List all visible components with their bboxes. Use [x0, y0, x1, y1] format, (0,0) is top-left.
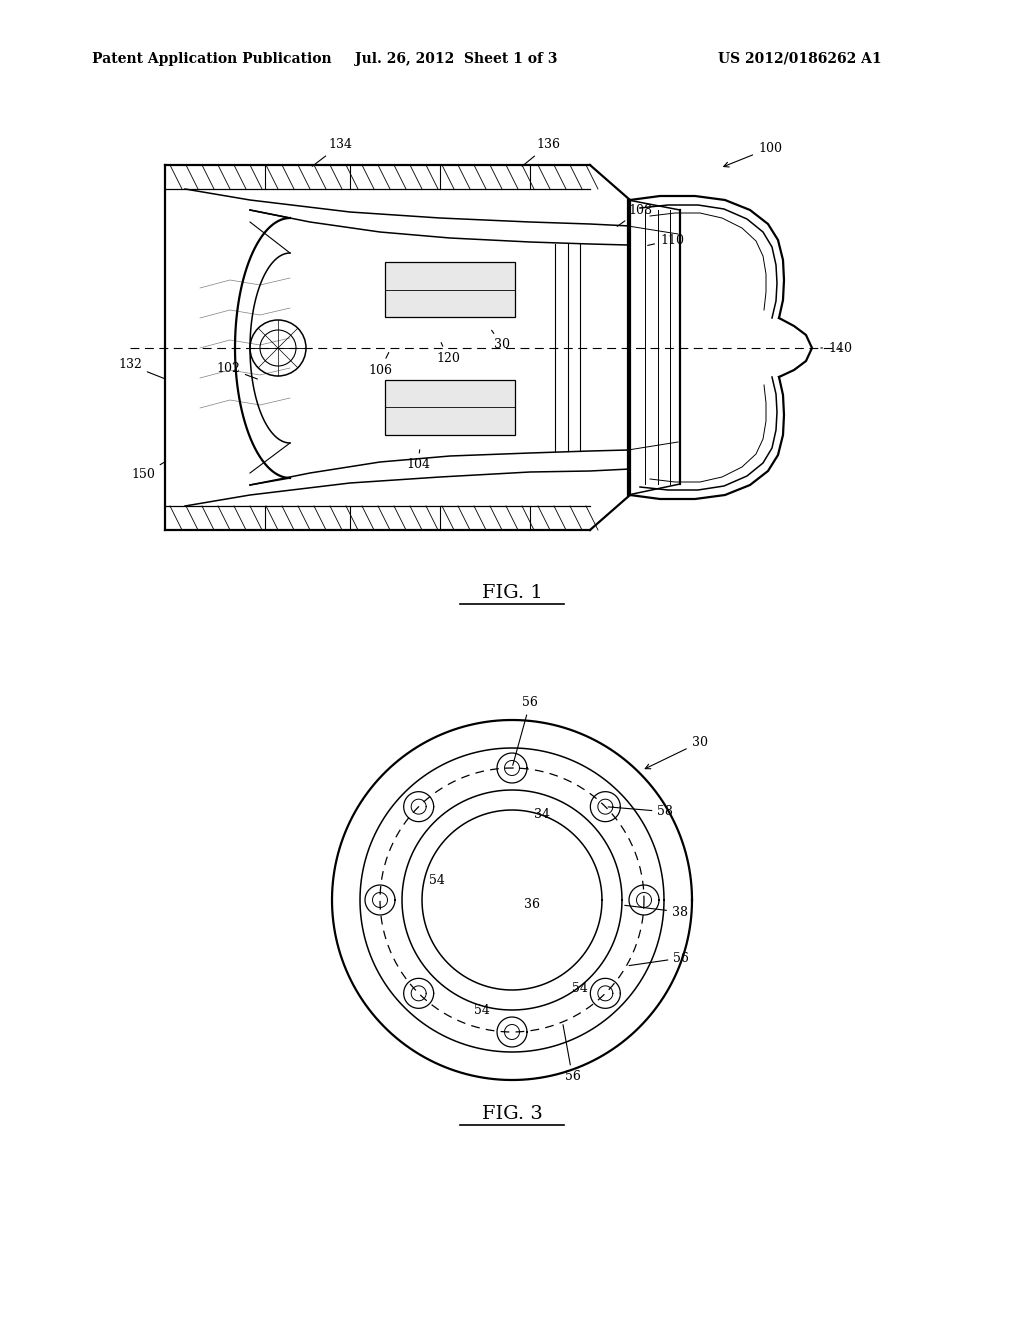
Text: 56: 56: [629, 952, 689, 966]
Text: FIG. 1: FIG. 1: [481, 583, 543, 602]
Text: 34: 34: [534, 808, 550, 821]
Text: 54: 54: [572, 982, 588, 994]
Text: 140: 140: [821, 342, 852, 355]
Text: 108: 108: [617, 203, 652, 226]
Text: 30: 30: [645, 737, 708, 768]
Text: 36: 36: [524, 899, 540, 912]
Text: 134: 134: [312, 139, 352, 166]
Text: 120: 120: [436, 342, 460, 364]
Text: 58: 58: [608, 805, 673, 818]
Bar: [385, 261, 515, 317]
Text: 100: 100: [724, 141, 782, 166]
Text: 132: 132: [118, 359, 166, 379]
Text: US 2012/0186262 A1: US 2012/0186262 A1: [718, 51, 882, 66]
Text: 102: 102: [216, 362, 257, 379]
Text: 106: 106: [368, 352, 392, 376]
Text: 38: 38: [625, 906, 688, 919]
Text: 110: 110: [648, 234, 684, 247]
Text: 104: 104: [406, 450, 430, 471]
Text: FIG. 3: FIG. 3: [481, 1105, 543, 1123]
Circle shape: [250, 319, 306, 376]
Text: 30: 30: [492, 330, 510, 351]
Bar: [385, 380, 515, 436]
Text: 56: 56: [563, 1024, 581, 1084]
Text: Jul. 26, 2012  Sheet 1 of 3: Jul. 26, 2012 Sheet 1 of 3: [355, 51, 557, 66]
Text: 56: 56: [513, 697, 538, 766]
Text: 136: 136: [522, 139, 560, 166]
Text: 54: 54: [429, 874, 445, 887]
Text: 150: 150: [131, 462, 166, 482]
Text: Patent Application Publication: Patent Application Publication: [92, 51, 332, 66]
Text: 54: 54: [474, 1003, 489, 1016]
